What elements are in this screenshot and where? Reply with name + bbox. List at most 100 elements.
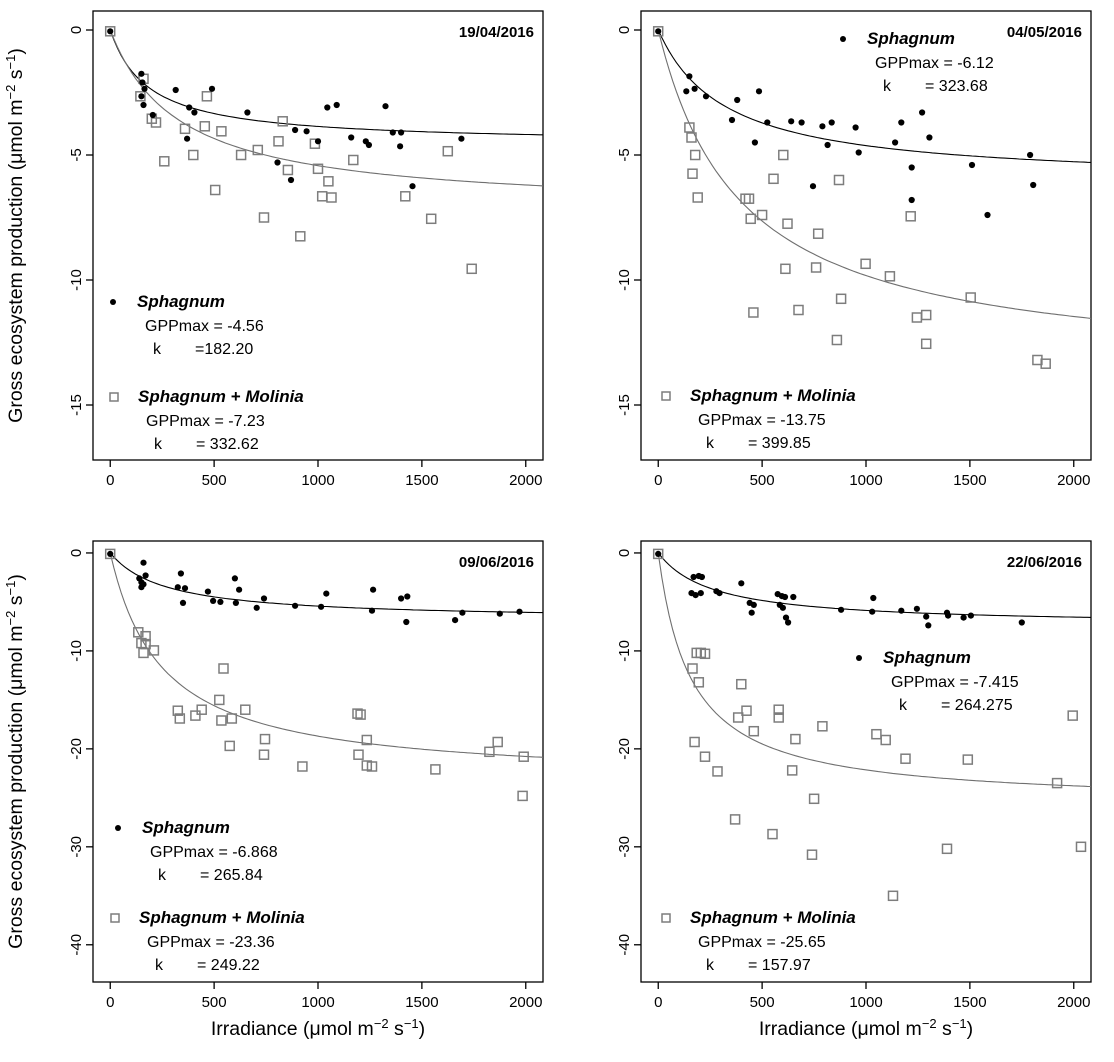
data-point-sphagnum-molinia	[353, 749, 364, 760]
data-point-sphagnum	[755, 88, 763, 95]
data-point-sphagnum-molinia	[871, 728, 882, 740]
data-point-sphagnum-molinia	[689, 736, 700, 748]
legend-marker-circle-icon	[856, 655, 862, 661]
data-point-sphagnum-molinia	[258, 749, 270, 760]
data-point-sphagnum	[232, 599, 239, 606]
data-point-sphagnum-molinia	[442, 145, 454, 157]
data-point-sphagnum	[253, 604, 260, 611]
data-point-sphagnum-molinia	[693, 677, 705, 688]
data-point-sphagnum	[738, 580, 745, 587]
data-point-sphagnum-molinia	[209, 184, 221, 196]
x-axis-tick-label: 1000	[301, 994, 334, 1011]
data-point-sphagnum	[186, 104, 193, 111]
data-point-sphagnum	[244, 109, 251, 116]
data-point-sphagnum-molinia	[773, 704, 784, 715]
fit-curve-sphagnum-molinia	[109, 29, 544, 187]
data-point-sphagnum-molinia	[831, 334, 843, 346]
legend-sphagnum: Sphagnum GPPmax = -4.56 k =182.20	[110, 292, 264, 358]
data-point-sphagnum	[403, 618, 410, 626]
date-label: 22/06/2016	[1007, 554, 1082, 571]
data-point-sphagnum	[107, 550, 114, 557]
panel-2-plot: 0 500 1000 1500 2000 0 -5 -10 -15 Sphagnum GPPmax …	[616, 10, 1092, 489]
x-axis-tick-label: 500	[750, 994, 775, 1011]
legend-gppmax-value: GPPmax = -23.36	[147, 934, 275, 951]
x-axis-tick-label: 1500	[953, 994, 986, 1011]
data-point-sphagnum-molinia	[736, 678, 747, 690]
data-point-sphagnum	[734, 96, 741, 104]
data-point-sphagnum	[139, 79, 146, 86]
data-point-sphagnum-molinia	[196, 704, 207, 715]
data-point-sphagnum-molinia	[201, 91, 213, 102]
data-point-sphagnum	[397, 143, 404, 150]
data-point-sphagnum	[898, 119, 905, 126]
data-point-sphagnum-molinia	[743, 193, 755, 204]
data-point-sphagnum-molinia	[226, 713, 238, 724]
legend-sphagnum: Sphagnum GPPmax = -7.415 k = 264.275	[856, 648, 1019, 714]
data-point-sphagnum-molinia	[740, 193, 751, 204]
legend-k-label: k	[706, 435, 715, 452]
panel-3-plot: 0 500 1000 1500 2000 0 -10 -20 -30 -40 Sphagnum GPP…	[3, 540, 544, 1040]
data-point-sphagnum	[191, 109, 198, 116]
fit-curve-sphagnum	[109, 552, 543, 614]
legend-k-value: = 323.68	[925, 78, 988, 95]
legend-k-label: k	[883, 78, 892, 95]
data-point-sphagnum	[967, 612, 974, 619]
legend-gppmax-value: GPPmax = -6.868	[150, 844, 278, 861]
data-point-sphagnum-molinia	[756, 209, 768, 221]
x-axis-tick-label: 1000	[849, 994, 882, 1011]
data-point-sphagnum-molinia	[179, 123, 191, 135]
legend-marker-square-icon	[109, 392, 119, 402]
x-axis-tick-label: 2000	[1057, 994, 1090, 1011]
data-point-sphagnum	[926, 134, 933, 141]
data-point-sphagnum	[217, 598, 224, 605]
fit-curve-sphagnum-molinia	[657, 29, 1092, 319]
legend-series-name: Sphagnum + Molinia	[139, 908, 305, 927]
data-point-sphagnum-molinia	[348, 154, 359, 166]
y-axis-tick-label: 0	[68, 26, 85, 34]
x-axis-tick-label: 500	[750, 472, 775, 489]
data-point-sphagnum-molinia	[240, 704, 251, 715]
data-point-sphagnum	[179, 599, 187, 606]
data-point-sphagnum-molinia	[1051, 777, 1063, 789]
data-point-sphagnum	[292, 126, 299, 134]
data-point-sphagnum	[923, 613, 930, 620]
data-point-sphagnum	[655, 28, 662, 35]
data-point-sphagnum-molinia	[817, 721, 828, 732]
data-point-sphagnum	[908, 164, 915, 171]
legend-sphagnum-molinia: Sphagnum + Molinia GPPmax = -13.75 k = 399.…	[661, 386, 856, 452]
x-axis-tick-label: 0	[654, 994, 662, 1011]
data-point-sphagnum	[140, 559, 147, 566]
data-point-sphagnum	[838, 606, 845, 613]
data-point-sphagnum	[824, 141, 831, 149]
data-point-sphagnum	[892, 139, 899, 146]
x-axis-tick-label: 1000	[849, 472, 882, 489]
legend-gppmax-value: GPPmax = -7.23	[146, 413, 265, 430]
data-point-sphagnum	[764, 119, 771, 126]
data-point-sphagnum	[452, 617, 459, 624]
data-point-sphagnum-molinia	[880, 734, 891, 746]
legend-series-name: Sphagnum + Molinia	[138, 387, 304, 406]
legend-marker-square-icon	[661, 913, 671, 923]
data-point-sphagnum-molinia	[793, 304, 804, 316]
data-point-sphagnum-molinia	[216, 126, 227, 137]
data-point-sphagnum	[960, 614, 967, 621]
data-point-sphagnum-molinia	[900, 753, 911, 764]
data-point-sphagnum-molinia	[652, 26, 664, 37]
legend-k-label: k	[158, 867, 167, 884]
data-point-sphagnum-molinia	[218, 663, 229, 674]
x-axis-tick-label: 2000	[509, 472, 542, 489]
data-point-sphagnum-molinia	[810, 262, 822, 273]
data-point-sphagnum-molinia	[835, 293, 847, 305]
data-point-sphagnum	[459, 609, 466, 616]
data-point-sphagnum	[698, 573, 705, 581]
data-point-sphagnum-molinia	[920, 309, 932, 321]
data-point-sphagnum-molinia	[1067, 710, 1078, 721]
y-axis-tick-label: 0	[616, 26, 633, 34]
data-point-sphagnum-molinia	[326, 192, 337, 203]
data-point-sphagnum	[382, 103, 389, 110]
data-point-sphagnum-molinia	[235, 149, 247, 161]
legend-gppmax-value: GPPmax = -4.56	[145, 318, 264, 335]
data-point-sphagnum	[398, 129, 405, 136]
data-point-sphagnum	[181, 585, 189, 592]
data-point-sphagnum-molinia	[729, 814, 741, 825]
